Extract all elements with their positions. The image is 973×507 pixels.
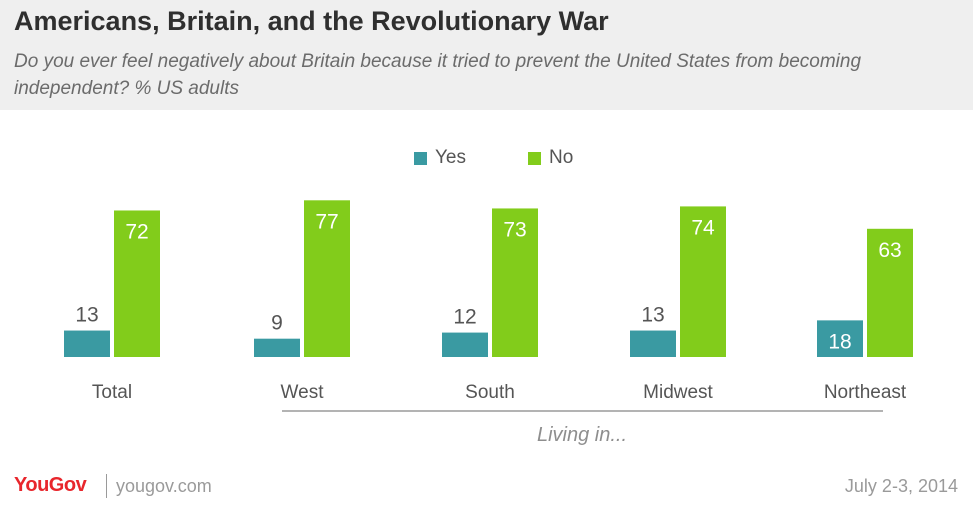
data-label-no-west: 77 — [315, 210, 338, 233]
bar-yes-northeast — [817, 320, 863, 357]
bar-no-northeast — [867, 228, 913, 357]
data-label-yes-northeast: 18 — [828, 330, 851, 353]
bar-no-west — [304, 200, 350, 357]
legend-item-yes: Yes — [414, 147, 466, 169]
bar-no-midwest — [680, 206, 726, 357]
category-label-northeast: Northeast — [824, 382, 907, 403]
bar-no-south — [492, 208, 538, 357]
data-label-yes-total: 13 — [75, 304, 98, 327]
legend-swatch-yes — [414, 151, 427, 165]
category-label-south: South — [465, 382, 515, 403]
chart-subtitle: Do you ever feel negatively about Britai… — [14, 51, 862, 99]
bar-yes-midwest — [630, 330, 676, 357]
yougov-logo: YouGov — [14, 474, 87, 496]
data-label-no-south: 73 — [503, 218, 526, 241]
legend-item-no: No — [528, 147, 573, 169]
category-label-total: Total — [92, 382, 132, 403]
bar-yes-south — [442, 332, 488, 357]
footer-site: yougov.com — [116, 476, 212, 496]
bar-no-total — [114, 210, 160, 357]
group-label: Living in... — [536, 424, 628, 446]
data-label-no-northeast: 63 — [878, 239, 901, 262]
bar-yes-west — [254, 338, 300, 357]
header-band: Americans, Britain, and the Revolutionar… — [0, 0, 973, 110]
data-label-yes-west: 9 — [271, 312, 283, 335]
footer-divider — [106, 474, 107, 498]
legend-label-no: No — [549, 147, 574, 168]
bar-chart: 13 72 Total 9 77 West 12 73 South 13 74 Midwest 18 63… — [64, 200, 913, 412]
legend-label-yes: Yes — [435, 147, 466, 168]
data-label-no-midwest: 74 — [691, 216, 715, 239]
legend-swatch-no — [528, 151, 541, 165]
footer-date: July 2-3, 2014 — [844, 476, 958, 496]
data-label-yes-midwest: 13 — [641, 304, 664, 327]
bar-yes-total — [64, 330, 110, 357]
data-label-yes-south: 12 — [453, 306, 476, 329]
category-label-midwest: Midwest — [643, 382, 713, 403]
chart-title: Americans, Britain, and the Revolutionar… — [14, 6, 609, 36]
category-label-west: West — [281, 382, 325, 403]
data-label-no-total: 72 — [125, 220, 148, 243]
